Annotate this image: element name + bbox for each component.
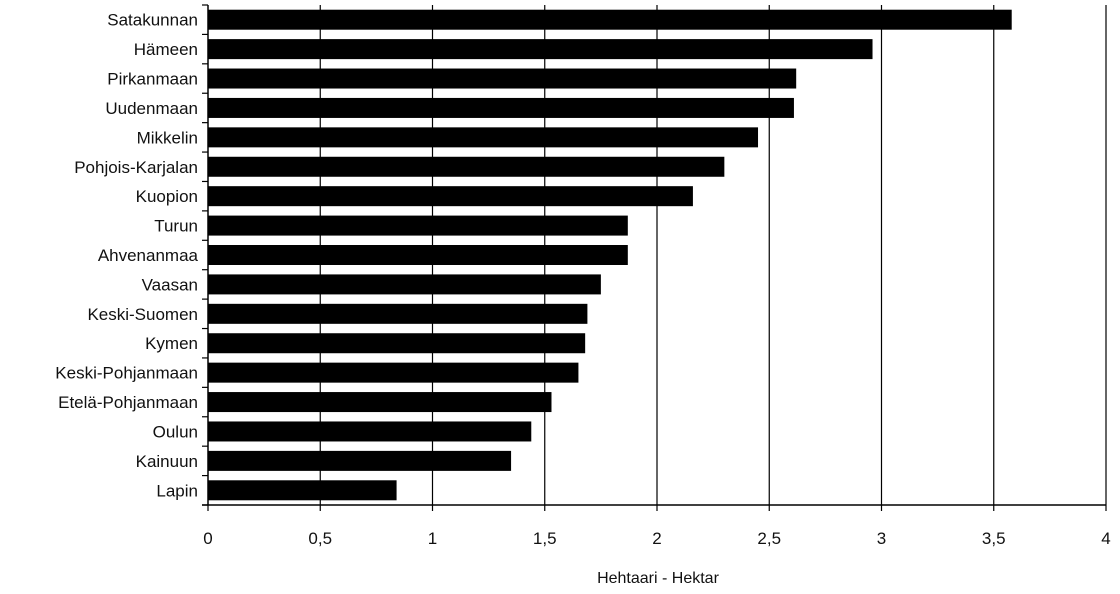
bar-2: [208, 69, 796, 89]
bar-6: [208, 186, 693, 206]
category-label-14: Oulun: [153, 422, 198, 441]
category-label-1: Hämeen: [134, 40, 198, 59]
bar-10: [208, 304, 587, 324]
x-tick-label-6: 3: [877, 529, 886, 548]
bar-1: [208, 39, 873, 59]
bar-13: [208, 392, 551, 412]
bar-12: [208, 363, 578, 383]
x-tick-label-8: 4: [1101, 529, 1110, 548]
category-label-13: Etelä-Pohjanmaan: [58, 393, 198, 412]
category-label-6: Kuopion: [136, 187, 198, 206]
x-tick-label-2: 1: [428, 529, 437, 548]
category-label-4: Mikkelin: [137, 128, 198, 147]
bar-14: [208, 421, 531, 441]
category-label-2: Pirkanmaan: [107, 70, 198, 89]
category-label-3: Uudenmaan: [105, 99, 198, 118]
x-tick-label-1: 0,5: [308, 529, 332, 548]
category-label-11: Kymen: [145, 334, 198, 353]
category-label-0: Satakunnan: [107, 11, 198, 30]
category-label-15: Kainuun: [136, 452, 198, 471]
category-label-9: Vaasan: [142, 275, 198, 294]
category-labels: Satakunnan Hämeen Pirkanmaan Uudenmaan Mikke…: [55, 11, 198, 501]
x-tick-label-3: 1,5: [533, 529, 557, 548]
category-label-5: Pohjois-Karjalan: [74, 158, 198, 177]
bar-8: [208, 245, 628, 265]
category-label-8: Ahvenanmaa: [98, 246, 199, 265]
x-axis-title: Hehtaari - Hektar: [597, 570, 719, 587]
bars: [208, 10, 1012, 501]
bar-11: [208, 333, 585, 353]
category-label-16: Lapin: [156, 481, 198, 500]
x-tick-label-4: 2: [652, 529, 661, 548]
x-tick-labels: 0 0,5 1 1,5 2 2,5 3 3,5 4: [203, 529, 1110, 548]
bar-7: [208, 216, 628, 236]
x-tick-label-7: 3,5: [982, 529, 1006, 548]
category-label-10: Keski-Suomen: [87, 305, 198, 324]
bar-15: [208, 451, 511, 471]
x-tick-label-0: 0: [203, 529, 212, 548]
bar-9: [208, 274, 601, 294]
category-label-7: Turun: [154, 217, 198, 236]
bar-0: [208, 10, 1012, 30]
category-label-12: Keski-Pohjanmaan: [55, 364, 198, 383]
x-tick-label-5: 2,5: [757, 529, 781, 548]
bar-16: [208, 480, 397, 500]
bar-3: [208, 98, 794, 118]
bar-5: [208, 157, 724, 177]
bar-4: [208, 127, 758, 147]
